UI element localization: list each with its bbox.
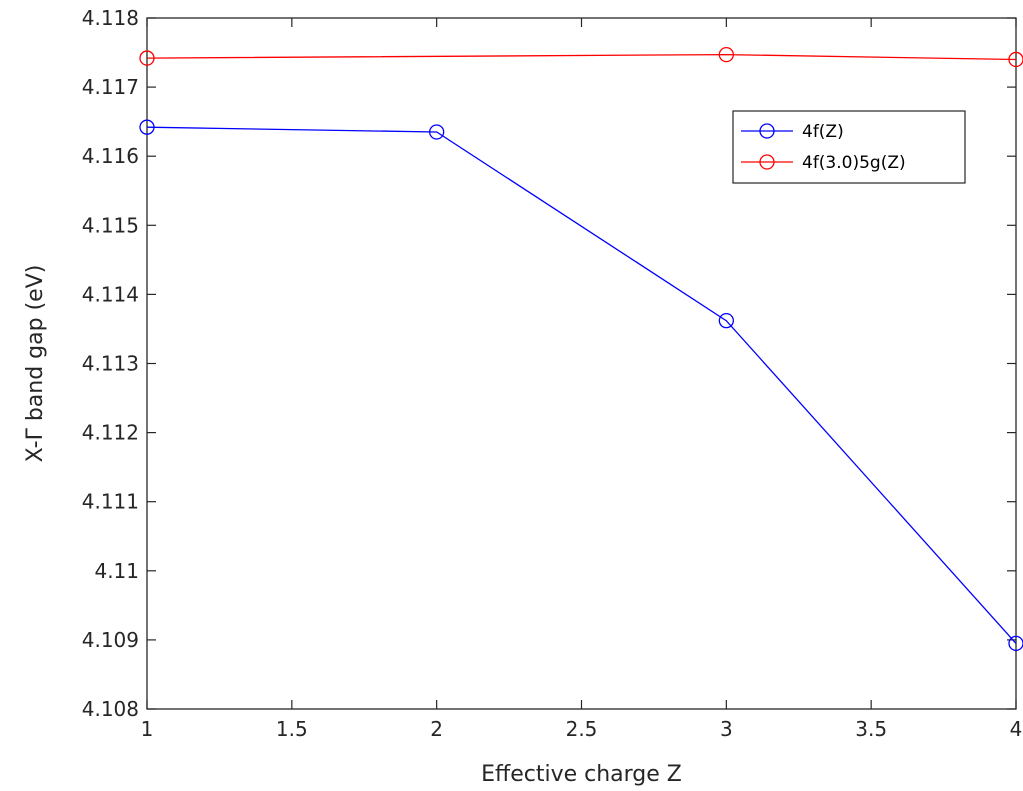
series-1-point <box>1008 51 1023 68</box>
series-layer <box>139 46 1023 652</box>
legend-box <box>732 110 966 184</box>
series-0-point <box>139 119 155 135</box>
x-tick-label: 2 <box>430 717 443 741</box>
x-axis-title: Effective charge Z <box>481 762 682 787</box>
y-axis-ticks: 4.108 4.109 4.11 4.111 4.112 4.113 4.114 4.115 4… <box>82 6 1016 721</box>
series-line-0 <box>146 126 1017 644</box>
x-tick-label: 3 <box>720 717 733 741</box>
legend-marker-1 <box>759 154 775 170</box>
legend-label-0: 4f(Z) <box>802 122 844 142</box>
y-tick-label: 4.11 <box>94 559 139 583</box>
series-0-point <box>718 313 734 329</box>
y-tick-label: 4.118 <box>82 6 139 30</box>
x-tick-label: 3.5 <box>855 717 887 741</box>
legend-marker-0 <box>759 123 775 139</box>
y-tick-label: 4.111 <box>82 490 139 514</box>
series-line-1 <box>146 53 1017 61</box>
x-tick-label: 1.5 <box>276 717 308 741</box>
series-1-point <box>139 50 155 66</box>
y-tick-label: 4.116 <box>82 144 139 168</box>
series-0-point <box>429 124 445 140</box>
y-tick-label: 4.112 <box>82 421 139 445</box>
y-tick-label: 4.114 <box>82 282 139 306</box>
legend: 4f(Z) 4f(3.0)5g(Z) <box>732 110 966 184</box>
series-0-point <box>1008 635 1023 652</box>
y-tick-label: 4.113 <box>82 352 139 376</box>
y-tick-label: 4.115 <box>82 213 139 237</box>
x-axis-ticks: 1 1.5 2 2.5 3 3.5 4 <box>141 18 1023 741</box>
y-tick-label: 4.109 <box>82 628 139 652</box>
x-tick-label: 1 <box>141 717 154 741</box>
y-tick-label: 4.117 <box>82 75 139 99</box>
x-tick-label: 2.5 <box>566 717 598 741</box>
y-tick-label: 4.108 <box>82 697 139 721</box>
y-axis-title: X-Γ band gap (eV) <box>23 265 48 463</box>
series-1-point <box>718 46 734 63</box>
x-tick-label: 4 <box>1010 717 1023 741</box>
legend-label-1: 4f(3.0)5g(Z) <box>802 153 906 173</box>
